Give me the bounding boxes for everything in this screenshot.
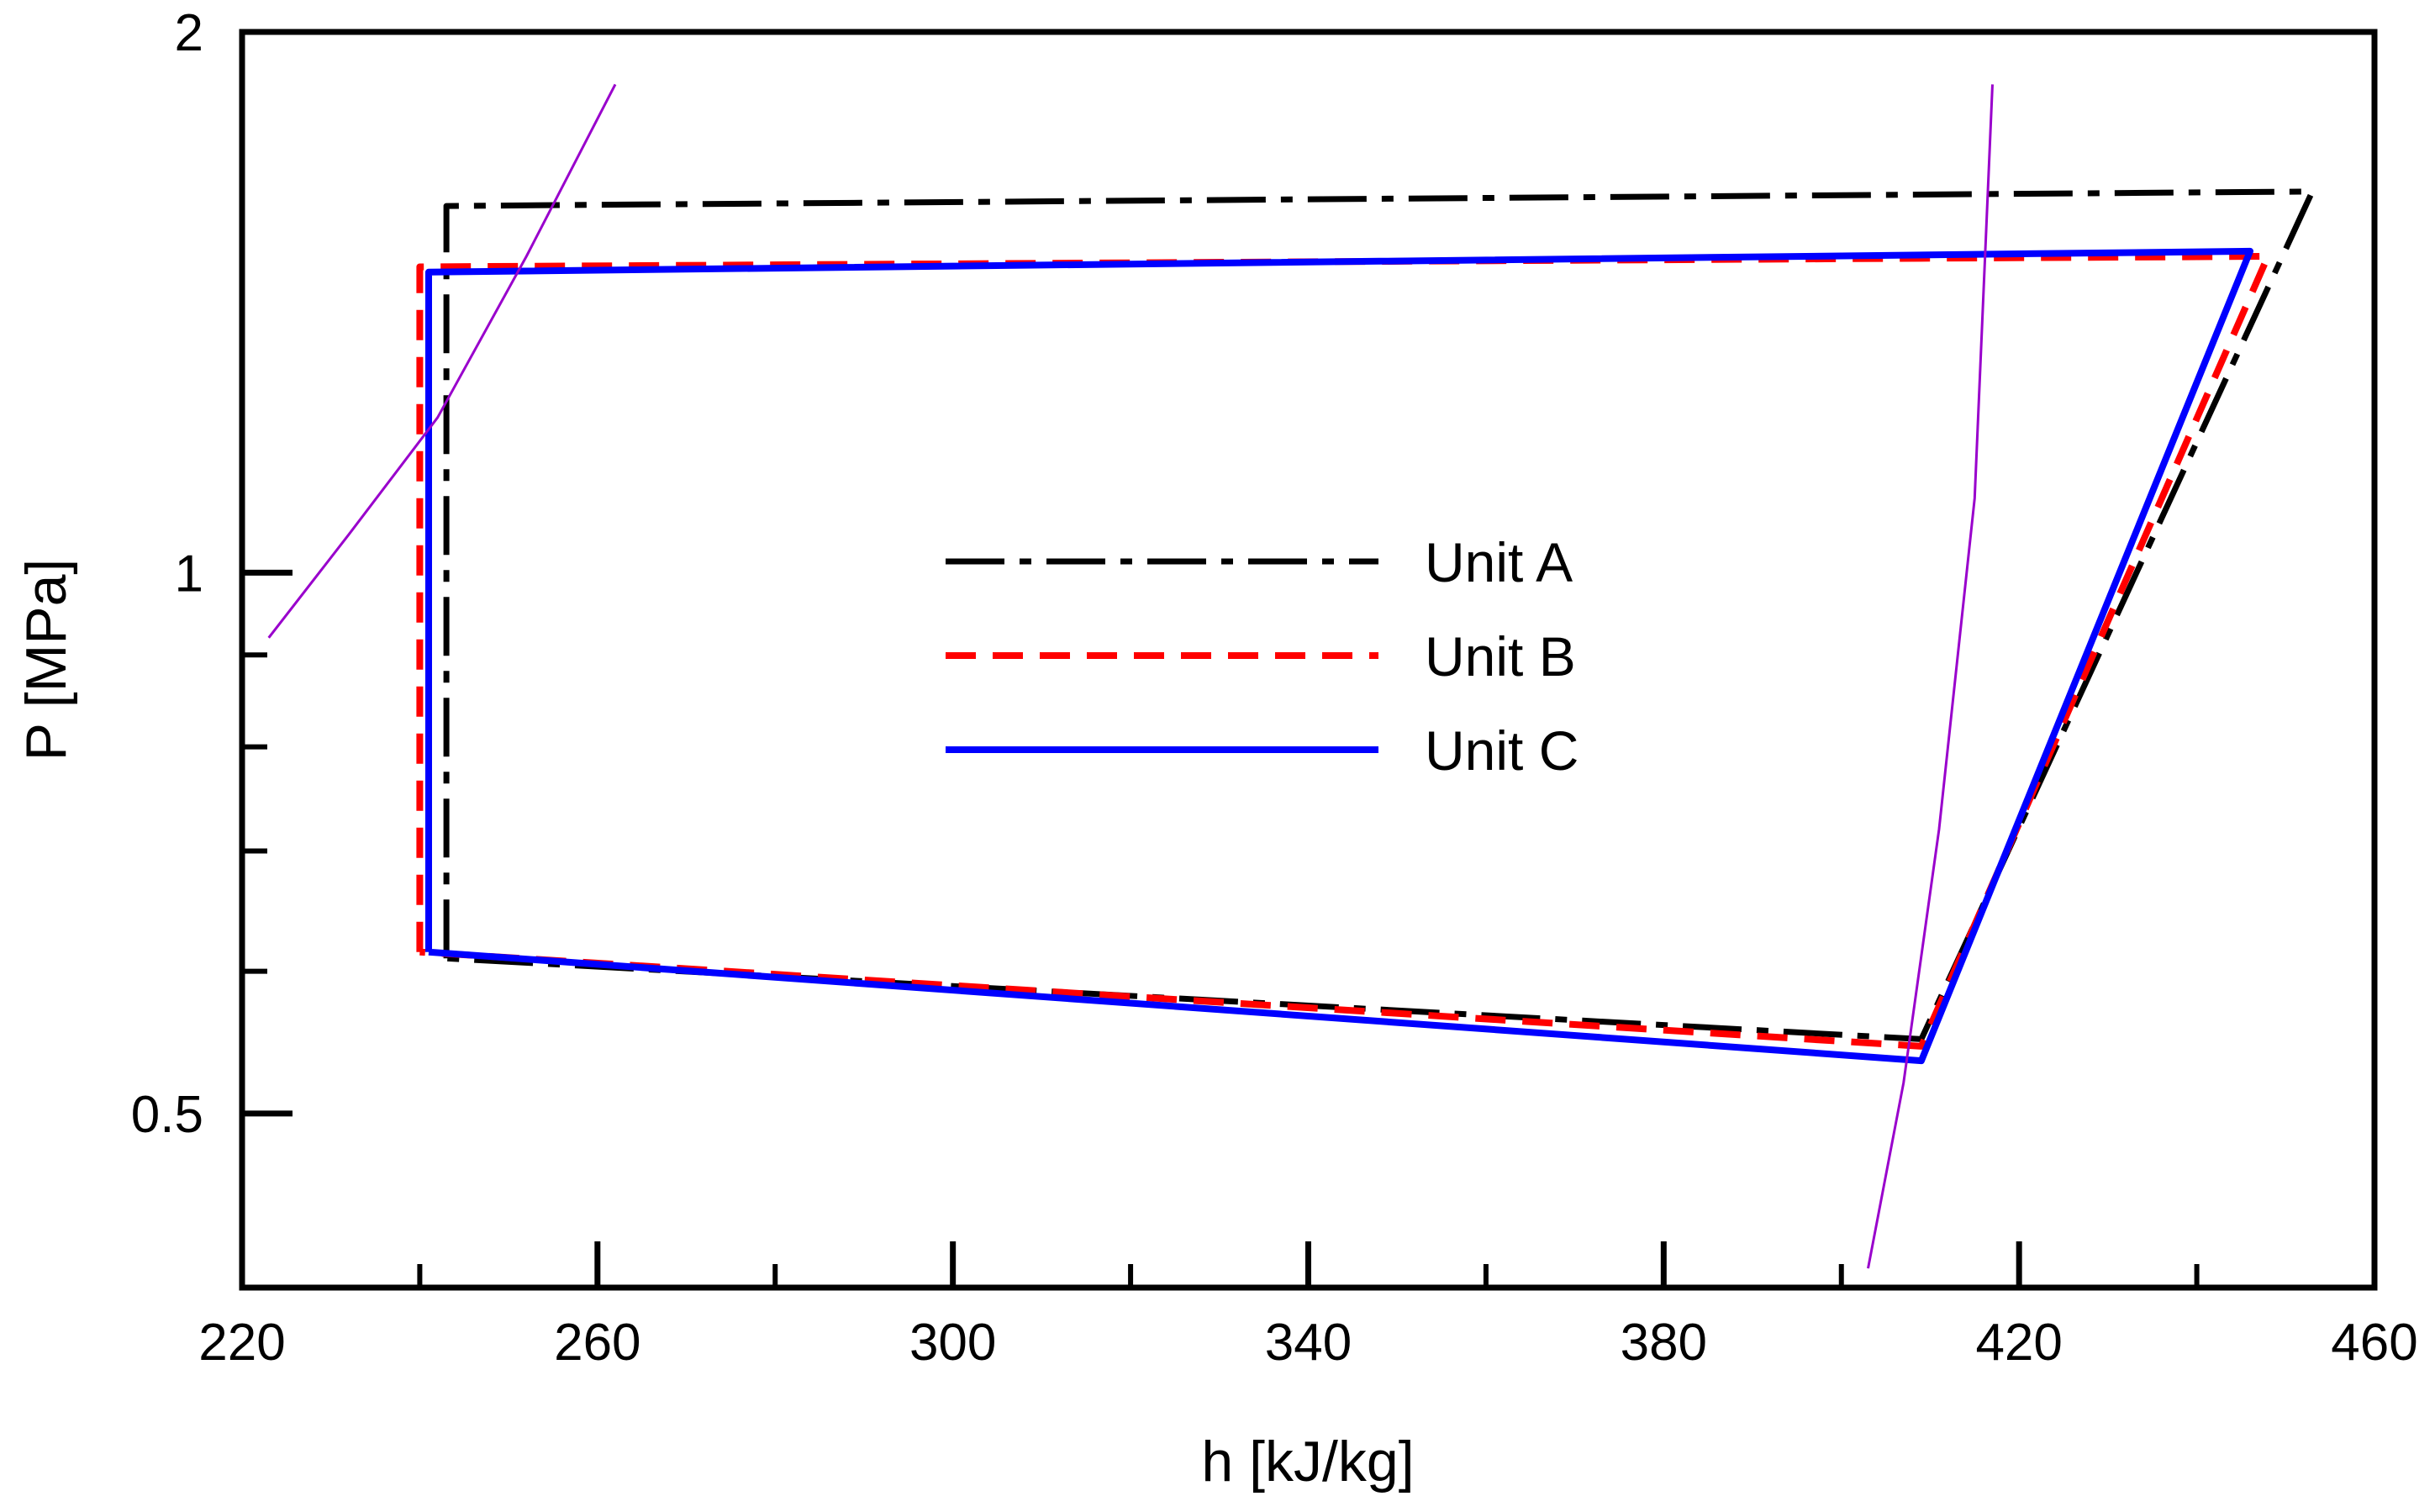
series-line-curve-4 bbox=[1867, 84, 1994, 1269]
y-axis-title: P [MPa] bbox=[14, 559, 78, 761]
legend-label: Unit C bbox=[1425, 719, 1579, 782]
x-tick-label: 300 bbox=[909, 1314, 996, 1372]
x-tick-label: 420 bbox=[1975, 1314, 2062, 1372]
x-tick-label: 460 bbox=[2331, 1314, 2417, 1372]
x-tick-label: 340 bbox=[1265, 1314, 1352, 1372]
legend: Unit A Unit B Unit C bbox=[946, 531, 1579, 782]
x-axis-title: h [kJ/kg] bbox=[1201, 1430, 1414, 1494]
y-tick-label: 0.5 bbox=[131, 1086, 203, 1144]
series-line-unit-c bbox=[425, 247, 2253, 1065]
x-tick-label: 380 bbox=[1621, 1314, 1707, 1372]
y-tick-label: 2 bbox=[175, 4, 203, 62]
y-tick-label: 1 bbox=[175, 545, 203, 603]
series-line-curve-3 bbox=[267, 83, 617, 639]
legend-label: Unit A bbox=[1425, 531, 1573, 593]
x-tick-label: 220 bbox=[198, 1314, 285, 1372]
x-tick-label: 260 bbox=[554, 1314, 640, 1372]
tick-layer: 220 260 300 340 380 420 460 0.5 1 2 bbox=[131, 4, 2418, 1372]
series-layer bbox=[267, 83, 2316, 1269]
legend-label: Unit B bbox=[1425, 625, 1576, 688]
